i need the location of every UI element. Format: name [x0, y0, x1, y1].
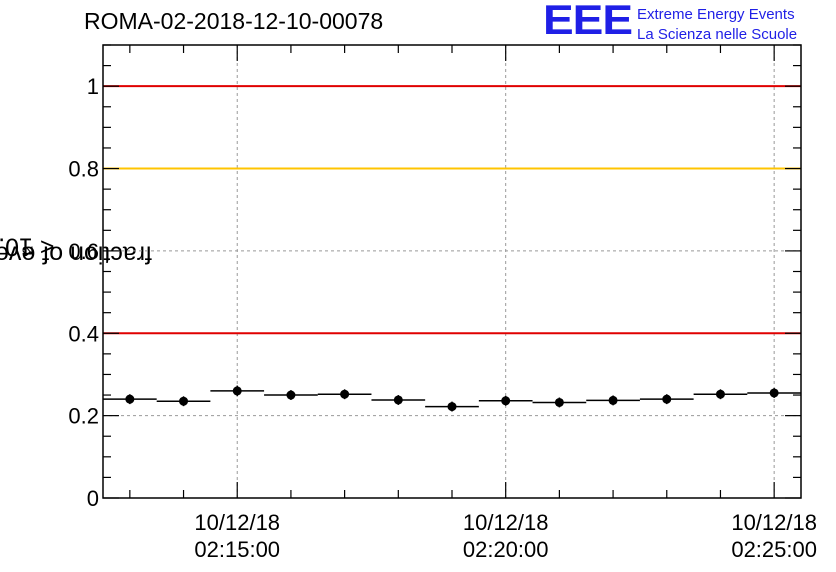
- data-point-marker: [286, 390, 296, 400]
- eee-logo-mark: EEE: [543, 0, 633, 43]
- data-point-marker: [179, 396, 189, 406]
- data-point-7: [478, 395, 533, 406]
- logo-line-2: La Scienza nelle Scuole: [637, 26, 798, 43]
- data-point-8: [532, 397, 587, 408]
- y-tick-label-3: 0.6: [68, 239, 99, 264]
- y-tick-label-4: 0.8: [68, 157, 99, 182]
- data-point-1: [156, 396, 211, 407]
- plot-frame: [102, 44, 802, 499]
- data-point-9: [586, 395, 640, 406]
- data-point-marker: [554, 397, 564, 407]
- data-point-marker: [232, 386, 242, 396]
- data-markers: [103, 385, 801, 412]
- x-tick-date-1: 10/12/18: [463, 510, 549, 535]
- chart-title: ROMA-02-2018-12-10-00078: [84, 8, 384, 34]
- reference-lines: [103, 85, 801, 335]
- logo-line-1: Extreme Energy Events: [637, 6, 795, 23]
- x-tick-time-0: 02:15:00: [194, 537, 280, 562]
- data-point-marker: [501, 396, 511, 406]
- data-point-marker: [393, 395, 403, 405]
- y-tick-label-0: 0: [87, 486, 99, 511]
- y-tick-label-1: 0.2: [68, 404, 99, 429]
- x-tick-date-0: 10/12/18: [194, 510, 280, 535]
- x-tick-time-1: 02:20:00: [463, 537, 549, 562]
- data-point-marker: [125, 394, 135, 404]
- y-tick-label-5: 1: [87, 74, 99, 99]
- data-point-5: [371, 395, 426, 405]
- grid-lines: [103, 45, 801, 498]
- x-tick-date-2: 10/12/18: [731, 510, 817, 535]
- data-point-0: [103, 394, 157, 405]
- data-point-marker: [340, 389, 350, 399]
- data-point-10: [639, 394, 694, 405]
- data-point-2: [210, 385, 265, 397]
- data-point-11: [693, 389, 748, 400]
- data-point-marker: [769, 388, 779, 398]
- data-point-marker: [662, 394, 672, 404]
- data-point-4: [317, 389, 372, 400]
- data-point-6: [425, 401, 479, 412]
- axis-ticks: [103, 44, 801, 499]
- data-point-12: [747, 388, 801, 398]
- tick-labels: 00.20.40.60.8110/12/1802:15:0010/12/1802…: [68, 74, 817, 562]
- data-point-marker: [715, 389, 725, 399]
- y-tick-label-2: 0.4: [68, 321, 99, 346]
- data-point-marker: [608, 395, 618, 405]
- data-point-3: [264, 390, 318, 400]
- data-point-marker: [447, 402, 457, 412]
- x-tick-time-2: 02:25:00: [731, 537, 817, 562]
